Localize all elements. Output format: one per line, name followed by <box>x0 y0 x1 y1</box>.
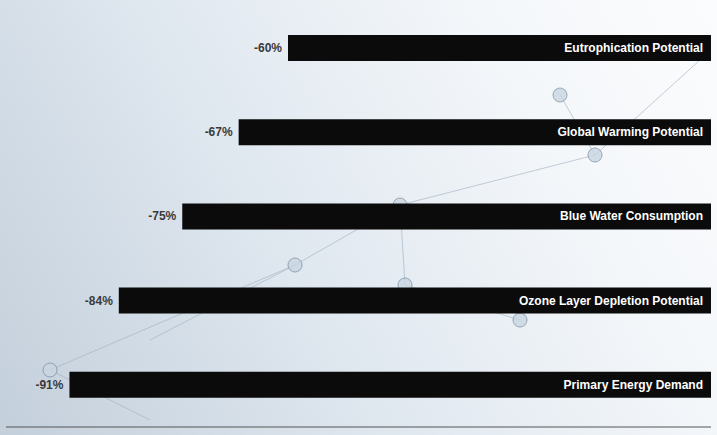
svg-text:-91%: -91% <box>35 378 63 392</box>
svg-text:Primary Energy Demand: Primary Energy Demand <box>564 378 703 392</box>
svg-text:Blue Water Consumption: Blue Water Consumption <box>560 209 703 223</box>
svg-text:Eutrophication Potential: Eutrophication Potential <box>564 41 703 55</box>
svg-text:-67%: -67% <box>205 125 233 139</box>
svg-text:-75%: -75% <box>148 209 176 223</box>
svg-text:-60%: -60% <box>254 41 282 55</box>
svg-text:Global Warming Potential: Global Warming Potential <box>557 125 703 139</box>
svg-text:Ozone Layer Depletion Potentia: Ozone Layer Depletion Potential <box>519 294 703 308</box>
svg-text:-84%: -84% <box>85 294 113 308</box>
